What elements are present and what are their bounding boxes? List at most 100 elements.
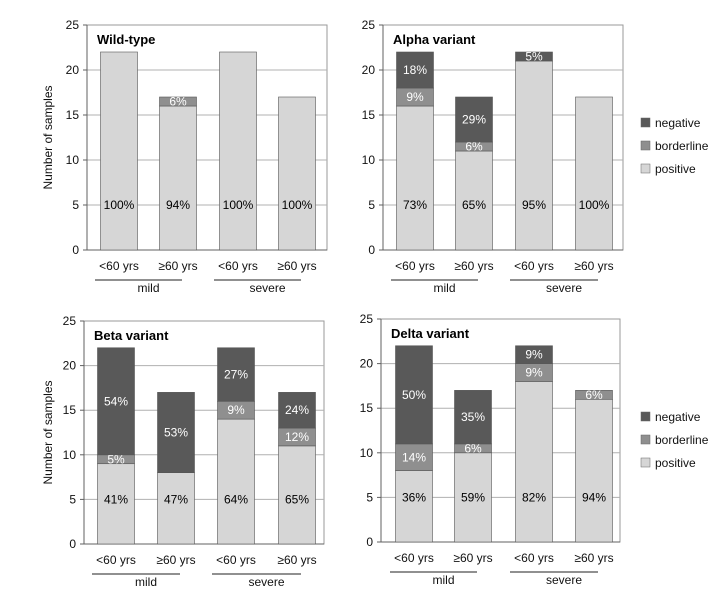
y-tick-label: 0 <box>368 243 375 257</box>
y-tick-label: 15 <box>66 108 80 122</box>
legend-swatch-negative <box>640 411 651 422</box>
legend-label-positive: positive <box>655 456 696 470</box>
x-tick-label: <60 yrs <box>99 259 139 273</box>
data-label-positive: 59% <box>461 490 485 504</box>
group-label-severe: severe <box>249 281 285 295</box>
y-tick-label: 15 <box>63 403 77 417</box>
x-tick-label: <60 yrs <box>216 553 256 567</box>
bar-segment-positive <box>575 96 613 251</box>
x-tick-label: ≥60 yrs <box>277 553 316 567</box>
legend-label-positive: positive <box>655 162 696 176</box>
x-tick-label: ≥60 yrs <box>574 551 613 565</box>
data-label-positive: 47% <box>164 492 188 506</box>
chart-title: Delta variant <box>391 326 470 341</box>
y-tick-label: 5 <box>366 490 373 504</box>
bar-segment-borderline <box>159 96 197 107</box>
x-tick-label: <60 yrs <box>96 553 136 567</box>
y-tick-label: 15 <box>362 108 376 122</box>
y-tick-label: 20 <box>63 359 77 373</box>
y-tick-label: 0 <box>69 537 76 551</box>
data-label-negative: 35% <box>461 410 485 424</box>
bar-segment-positive <box>575 398 613 543</box>
data-label-negative: 24% <box>285 403 309 417</box>
chart-title: Alpha variant <box>393 32 476 47</box>
y-tick-label: 10 <box>66 153 80 167</box>
data-label-positive: 41% <box>104 492 128 506</box>
data-label-positive: 100% <box>282 198 313 212</box>
y-tick-label: 10 <box>362 153 376 167</box>
data-label-borderline: 6% <box>585 388 603 402</box>
data-label-borderline: 6% <box>464 441 482 455</box>
legend: negative borderline positive <box>640 116 709 176</box>
bar-segment-positive <box>157 472 195 545</box>
y-tick-label: 0 <box>366 535 373 549</box>
data-label-borderline: 5% <box>107 452 125 466</box>
y-tick-label: 25 <box>362 18 376 32</box>
bar-segment-negative <box>455 96 493 143</box>
data-label-positive: 36% <box>402 490 426 504</box>
bar-segment-negative <box>515 345 553 364</box>
chart-panel-3: 0 5 10 15 20 25 Number of samples Beta variant 4… <box>41 314 325 589</box>
x-tick-label: ≥60 yrs <box>156 553 195 567</box>
bar-segment-negative <box>454 390 492 445</box>
data-label-positive: 100% <box>104 198 135 212</box>
x-tick-label: <60 yrs <box>394 551 434 565</box>
bar-segment-positive <box>454 452 492 543</box>
data-label-negative: 5% <box>525 50 543 64</box>
bar-segment-positive <box>97 463 135 545</box>
data-label-negative: 9% <box>525 348 543 362</box>
chart-title: Wild-type <box>97 32 155 47</box>
data-label-borderline: 9% <box>227 403 245 417</box>
bar-segment-borderline <box>575 390 613 400</box>
y-tick-label: 25 <box>66 18 80 32</box>
data-label-positive: 65% <box>285 492 309 506</box>
data-label-negative: 54% <box>104 394 128 408</box>
y-tick-label: 25 <box>63 314 77 328</box>
data-label-positive: 64% <box>224 492 248 506</box>
x-tick-label: <60 yrs <box>395 259 435 273</box>
group-label-severe: severe <box>546 281 582 295</box>
data-label-positive: 94% <box>166 198 190 212</box>
bar-segment-positive <box>515 60 553 251</box>
data-label-borderline: 14% <box>402 450 426 464</box>
bar-segment-negative <box>157 392 195 473</box>
y-tick-label: 10 <box>360 446 374 460</box>
y-tick-label: 0 <box>72 243 79 257</box>
group-label-mild: mild <box>433 281 455 295</box>
group-label-mild: mild <box>432 573 454 587</box>
bar-segment-positive <box>217 418 255 545</box>
bar-segment-positive <box>455 150 493 251</box>
group-label-severe: severe <box>248 575 284 589</box>
bar-segment-positive <box>396 105 434 251</box>
bar-segment-negative <box>278 392 316 429</box>
data-label-positive: 100% <box>223 198 254 212</box>
y-tick-label: 5 <box>72 198 79 212</box>
legend-swatch-positive <box>640 163 651 174</box>
legend: negative borderline positive <box>640 410 709 470</box>
data-label-negative: 29% <box>462 113 486 127</box>
chart-panel-1: 0 5 10 15 20 25 Number of samples Wild-type 100%… <box>41 18 328 295</box>
group-label-mild: mild <box>135 575 157 589</box>
y-tick-label: 10 <box>63 448 77 462</box>
y-tick-label: 20 <box>362 63 376 77</box>
x-tick-label: <60 yrs <box>218 259 258 273</box>
data-label-positive: 94% <box>582 490 606 504</box>
x-tick-label: <60 yrs <box>514 259 554 273</box>
data-label-borderline: 9% <box>406 90 424 104</box>
bar-segment-negative <box>217 347 255 402</box>
y-axis-label: Number of samples <box>41 85 55 189</box>
y-tick-label: 5 <box>69 492 76 506</box>
data-label-borderline: 6% <box>465 140 483 154</box>
data-label-positive: 65% <box>462 198 486 212</box>
y-tick-label: 20 <box>360 357 374 371</box>
data-label-borderline: 12% <box>285 430 309 444</box>
x-tick-label: ≥60 yrs <box>574 259 613 273</box>
x-tick-label: <60 yrs <box>514 551 554 565</box>
bar-segment-positive <box>219 51 257 251</box>
legend-label-negative: negative <box>655 116 701 130</box>
legend-swatch-borderline <box>640 140 651 151</box>
data-label-negative: 53% <box>164 426 188 440</box>
data-label-negative: 18% <box>403 63 427 77</box>
bar-segment-borderline <box>395 443 433 471</box>
